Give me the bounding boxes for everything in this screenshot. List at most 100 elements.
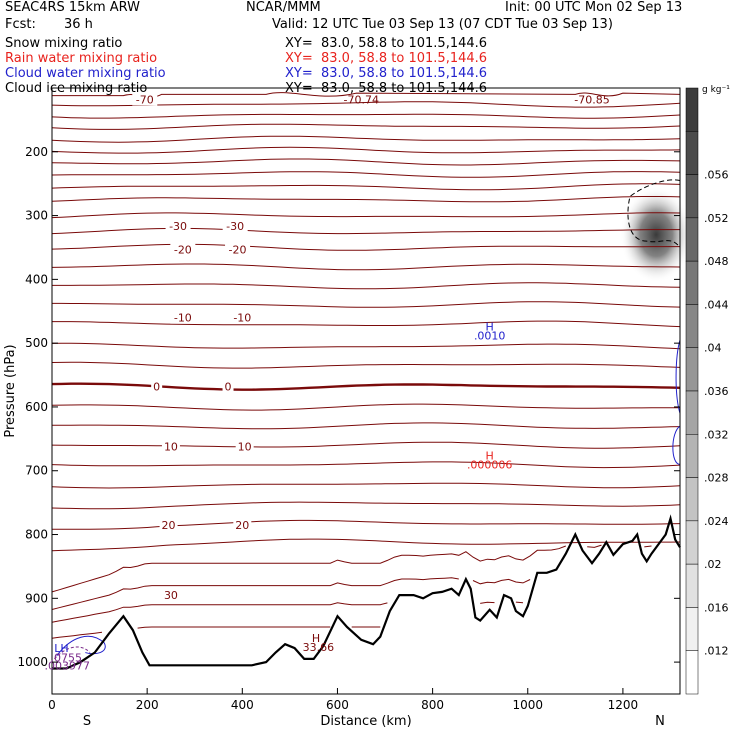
isotherm-line <box>51 382 681 391</box>
cloud-water-contour <box>675 339 681 414</box>
terrain-line <box>52 514 681 670</box>
colorbar-label: .012 <box>704 645 729 658</box>
contour-label: -20 <box>229 243 247 256</box>
isotherm-line <box>51 113 681 119</box>
fcst-value: 36 h <box>64 17 93 32</box>
colorbar-cell <box>685 607 699 651</box>
extrema-label: .003977 <box>44 659 90 672</box>
extrema-label: H <box>312 632 320 645</box>
valid-time: Valid: 12 UTC Tue 03 Sep 13 (07 CDT Tue … <box>272 17 613 32</box>
isotherm-line <box>51 158 681 166</box>
isotherm-line <box>51 342 681 350</box>
y-tick-label: 900 <box>25 591 48 605</box>
contour-label-bg <box>161 440 180 453</box>
cloud-ice-blob <box>620 186 693 283</box>
north-label: N <box>655 714 665 729</box>
colorbar-cell <box>685 217 699 262</box>
colorbar-cell <box>685 650 699 695</box>
isotherm-line <box>51 441 681 449</box>
plot-frame <box>51 87 681 695</box>
contour-label-bg <box>222 380 234 393</box>
contour-label: 20 <box>162 519 176 532</box>
contour-label-bg <box>235 440 254 453</box>
isotherm-line <box>51 538 681 552</box>
y-tick-label: 1000 <box>17 655 48 669</box>
isotherm-line <box>51 403 680 411</box>
colorbar-label: .016 <box>704 601 729 614</box>
contour-label: -10 <box>174 312 192 325</box>
terrain-profile <box>52 514 681 670</box>
isotherm-line <box>51 577 531 610</box>
snow-mixing-contour <box>627 179 681 248</box>
snow-dashed-contour <box>627 179 681 248</box>
x-tick-label: 600 <box>326 698 349 712</box>
x-axis-title: Distance (km) <box>320 714 411 729</box>
isotherm-line <box>52 422 681 430</box>
contour-label-bg <box>225 243 251 256</box>
isotherm-line <box>51 183 681 191</box>
contour-label-bg <box>132 93 158 106</box>
contour-label: -10 <box>233 312 251 325</box>
contour-label-bg <box>161 589 180 602</box>
y-tick-label: 200 <box>25 145 48 159</box>
init-time: Init: 00 UTC Mon 02 Sep 13 <box>505 0 683 15</box>
isotherm-line <box>51 626 381 639</box>
isotherm-line <box>52 519 681 530</box>
y-tick-label: 800 <box>25 528 48 542</box>
colorbar-label: .052 <box>704 212 729 225</box>
extrema-label: H <box>486 321 494 334</box>
isotherm-line <box>51 123 681 130</box>
colorbar-label: .028 <box>704 472 729 485</box>
isotherm-line <box>51 227 680 235</box>
field-xy-cloud-water: XY= 83.0, 58.8 to 101.5,144.6 <box>285 66 488 81</box>
isotherm-line <box>51 196 681 203</box>
extrema-label: H <box>486 449 494 462</box>
colorbar-label: .04 <box>704 342 722 355</box>
isotherm-line <box>51 212 681 219</box>
field-name-snow: Snow mixing ratio <box>5 36 123 51</box>
extrema-label: 33.66 <box>303 641 335 654</box>
contour-label-bg <box>151 380 163 393</box>
extrema-label: .0010 <box>474 330 506 343</box>
field-name-rain: Rain water mixing ratio <box>5 51 158 66</box>
isotherm-line <box>51 135 681 143</box>
plot-border <box>51 87 681 695</box>
isotherm-line <box>52 320 681 328</box>
contour-label-bg <box>165 219 191 232</box>
contour-label: 20 <box>235 519 249 532</box>
cloud-water-contour <box>672 425 681 465</box>
colorbar-cell <box>685 87 699 132</box>
x-tick-label: 800 <box>421 698 444 712</box>
extrema-label: LH <box>54 642 68 655</box>
colorbar-cell <box>685 563 699 608</box>
isotherm-line <box>51 601 524 623</box>
contour-label-bg <box>222 219 248 232</box>
contour-label: -30 <box>169 220 187 233</box>
isotherm-line <box>51 482 681 489</box>
isotherm-line <box>51 501 681 510</box>
colorbar: .012 .016 .02 .024 .028 .032 .036 .04 .044 .048 .0… <box>685 85 730 695</box>
contour-label: -20 <box>174 243 192 256</box>
colorbar-label: .02 <box>704 558 722 571</box>
contour-label-bg <box>170 311 196 324</box>
extrema-label: .0755 <box>51 652 83 665</box>
y-axis-title: Pressure (hPa) <box>3 344 18 437</box>
colorbar-cell <box>685 434 699 478</box>
x-tick-label: 400 <box>231 698 254 712</box>
contour-label: 0 <box>153 381 160 394</box>
x-tick-label: 200 <box>136 698 159 712</box>
contour-label-bg <box>233 518 252 531</box>
fcst-label: Fcst: <box>5 17 36 32</box>
y-tick-label: 300 <box>25 209 48 223</box>
contour-label: 10 <box>164 440 178 453</box>
isotherm-line <box>51 361 681 369</box>
y-tick-label: 700 <box>25 464 48 478</box>
cloud-ice-shading <box>620 186 693 283</box>
extrema-label: .000006 <box>467 458 513 471</box>
south-label: S <box>83 714 91 729</box>
isotherm-line <box>51 243 680 251</box>
field-name-cloud-water: Cloud water mixing ratio <box>5 66 166 81</box>
colorbar-label: .056 <box>704 169 729 182</box>
